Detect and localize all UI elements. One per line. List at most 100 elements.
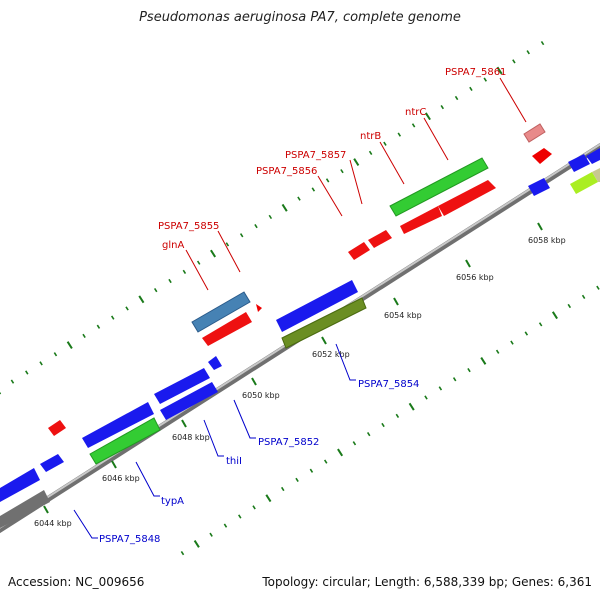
scale-tick-label: 6058 kbp <box>528 236 566 245</box>
gene-arrow-small-red[interactable] <box>532 148 552 164</box>
track-tick <box>225 242 230 247</box>
gene-pspa7-5857[interactable] <box>438 180 496 216</box>
scale-tick-mark <box>43 505 49 514</box>
track-tick <box>180 550 185 556</box>
track-tick <box>239 233 244 238</box>
track-tick <box>193 540 200 548</box>
gene-blue-right-1[interactable] <box>528 178 550 196</box>
track-tick <box>325 178 330 183</box>
track-tick <box>82 333 86 339</box>
plus-strand-genes <box>48 123 552 436</box>
top-gene-labels: PSPA7_5861 ntrC ntrB PSPA7_5857 PSPA7_58… <box>158 67 527 291</box>
label-pspa7-5855[interactable]: PSPA7_5855 <box>158 221 219 232</box>
track-tick <box>337 448 344 457</box>
gene-pspa7-5854[interactable] <box>281 297 367 349</box>
label-pspa7-5856[interactable]: PSPA7_5856 <box>256 166 317 177</box>
gene-blue-left[interactable] <box>0 468 40 502</box>
track-tick <box>424 112 431 121</box>
track-tick <box>524 331 529 336</box>
track-tick <box>510 340 514 345</box>
track-tick <box>469 86 473 91</box>
track-tick <box>265 494 272 503</box>
scale-tick-mark <box>111 460 117 469</box>
gene-red-lower[interactable] <box>202 312 252 346</box>
gene-pspa7-5856[interactable] <box>348 242 370 260</box>
gene-pspa7-5848[interactable] <box>0 490 50 528</box>
map-title: Pseudomonas aeruginosa PA7, complete gen… <box>139 10 461 25</box>
gene-blue-mid[interactable] <box>82 402 154 448</box>
track-tick <box>210 249 217 258</box>
track-tick <box>512 59 516 64</box>
track-tick <box>268 214 273 220</box>
gene-glna[interactable] <box>191 291 251 333</box>
track-tick <box>96 324 101 329</box>
track-tick <box>480 357 487 365</box>
gene-blue-upper[interactable] <box>276 280 358 332</box>
minus-strand-genes <box>0 148 600 528</box>
label-typa[interactable]: typA <box>161 496 184 507</box>
scale-tick-mark <box>537 222 543 231</box>
gene-ntrc[interactable] <box>389 157 489 217</box>
gene-blue-right-2[interactable] <box>568 154 590 172</box>
label-pspa7-5852[interactable]: PSPA7_5852 <box>258 437 319 448</box>
track-tick <box>53 352 58 357</box>
gene-blue-right-3[interactable] <box>586 148 600 164</box>
gene-blue-small-a[interactable] <box>208 356 222 370</box>
track-tick <box>368 150 373 155</box>
genome-summary-text: Topology: circular; Length: 6,588,339 bp… <box>262 575 592 589</box>
gene-pspa7-5855[interactable] <box>368 230 392 248</box>
gene-ntrb[interactable] <box>400 206 442 234</box>
label-pspa7-5854[interactable]: PSPA7_5854 <box>358 379 419 390</box>
gene-red-left[interactable] <box>48 420 66 436</box>
track-tick <box>323 459 328 464</box>
track-tick <box>39 361 43 366</box>
track-tick <box>411 123 416 128</box>
label-pspa7-5861[interactable]: PSPA7_5861 <box>445 67 506 78</box>
gene-red-tiny[interactable] <box>256 304 262 312</box>
track-tick <box>383 141 387 146</box>
track-tick <box>138 295 145 304</box>
label-thii[interactable]: thiI <box>226 456 242 467</box>
accession-text: Accession: NC_009656 <box>8 575 145 589</box>
track-tick <box>526 50 530 55</box>
track-tick <box>311 187 316 192</box>
track-tick <box>596 285 600 290</box>
gene-thii[interactable] <box>160 382 218 420</box>
track-tick <box>483 77 487 82</box>
scale-tick-label: 6054 kbp <box>384 311 422 320</box>
track-tick <box>440 105 445 110</box>
track-tick <box>438 386 443 391</box>
track-tick <box>182 269 187 274</box>
scale-ticks: 6044 kbp 6046 kbp 6048 kbp 6050 kbp 6052 kbp… <box>34 222 566 528</box>
gene-pspa7-5861[interactable] <box>523 123 546 143</box>
label-ntrb[interactable]: ntrB <box>360 131 381 142</box>
label-glna[interactable]: glnA <box>162 240 184 251</box>
gene-typa[interactable] <box>89 417 161 465</box>
gene-pspa7-5852[interactable] <box>154 368 210 404</box>
label-pspa7-5848[interactable]: PSPA7_5848 <box>99 534 160 545</box>
gene-lime-right[interactable] <box>570 172 598 194</box>
track-tick <box>252 505 256 510</box>
track-tick <box>538 322 543 327</box>
track-tick <box>254 223 258 229</box>
track-tick <box>467 367 471 373</box>
track-tick <box>424 395 428 400</box>
track-tick <box>66 341 73 349</box>
track-tick <box>496 66 503 75</box>
track-tick <box>452 377 457 382</box>
track-tick <box>280 486 285 492</box>
gene-tan-right[interactable] <box>592 168 600 182</box>
gene-blue-small-b[interactable] <box>40 454 64 472</box>
scale-tick-label: 6046 kbp <box>102 474 140 483</box>
track-tick <box>153 288 158 293</box>
track-tick <box>395 413 400 418</box>
track-tick <box>381 422 385 428</box>
track-tick <box>340 169 344 174</box>
scale-tick-label: 6048 kbp <box>172 433 210 442</box>
track-tick <box>353 158 360 166</box>
scale-tick-label: 6056 kbp <box>456 273 494 282</box>
label-pspa7-5857[interactable]: PSPA7_5857 <box>285 150 346 161</box>
track-tick <box>495 349 500 354</box>
label-ntrc[interactable]: ntrC <box>405 107 426 118</box>
